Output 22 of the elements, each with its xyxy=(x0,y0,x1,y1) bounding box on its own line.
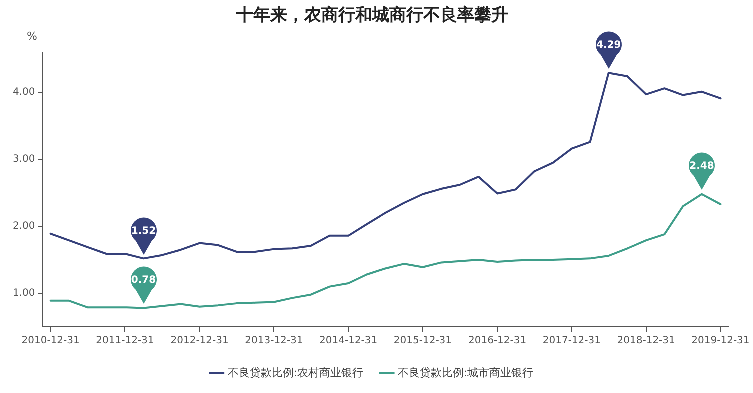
y-tick-label: 3.00 xyxy=(13,154,36,166)
annotation: 1.52 xyxy=(130,224,157,239)
legend-label: 不良贷款比例:农村商业银行 xyxy=(228,366,364,380)
x-tick-label: 2014-12-31 xyxy=(320,336,378,347)
x-tick-label: 2017-12-31 xyxy=(542,336,602,347)
annotation: 2.48 xyxy=(688,160,715,174)
y-tick-label: 1.00 xyxy=(13,288,36,300)
x-tick-label: 2013-12-31 xyxy=(245,336,304,347)
y-tick-label: 4.00 xyxy=(13,87,36,98)
x-tick-label: 2010-12-31 xyxy=(22,336,80,347)
x-tick-label: 2011-12-31 xyxy=(96,336,154,347)
x-tick-label: 2018-12-31 xyxy=(617,336,676,347)
y-axis-title: % xyxy=(27,30,38,43)
x-tick-label: 2016-12-31 xyxy=(468,336,527,347)
x-tick-label: 2019-12-31 xyxy=(692,336,750,347)
y-tick-label: 2.00 xyxy=(13,221,36,232)
annotation: 4.29 xyxy=(596,39,622,54)
x-tick-label: 2015-12-31 xyxy=(394,336,452,347)
annotation: 0.78 xyxy=(130,274,157,288)
x-tick-label: 2012-12-31 xyxy=(170,336,229,347)
legend-label: 不良贷款比例:城市商业银行 xyxy=(398,366,534,380)
chart-title: 十年来，农商行和城商行不良率攀升 xyxy=(236,6,508,26)
